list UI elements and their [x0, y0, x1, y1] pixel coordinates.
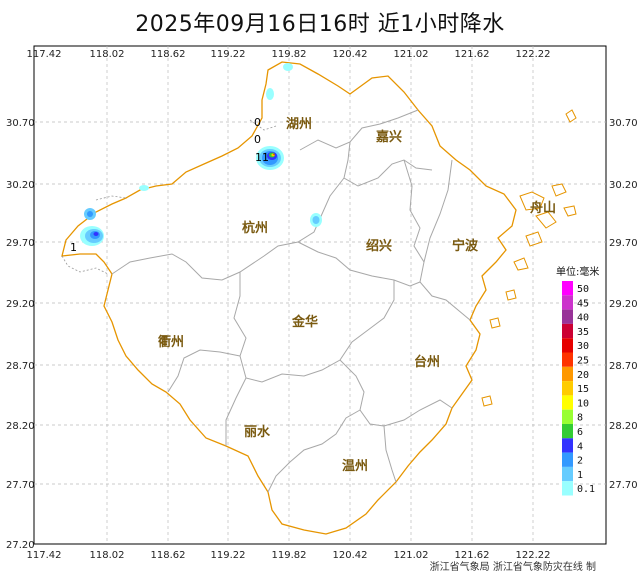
legend-label: 8: [577, 413, 583, 424]
lon-tick-top: 121.62: [455, 49, 490, 60]
lon-tick-bottom: 118.02: [90, 550, 125, 561]
lon-tick-top: 121.02: [394, 49, 429, 60]
legend-label: 1: [577, 470, 583, 481]
legend-swatch: [562, 295, 573, 310]
legend-label: 20: [577, 370, 589, 381]
legend-swatch: [562, 395, 573, 410]
legend-swatch: [562, 409, 573, 424]
city-label-hangzhou: 杭州: [242, 220, 268, 236]
legend-label: 50: [577, 284, 589, 295]
legend-swatch: [562, 352, 573, 367]
station-value: 0: [254, 133, 261, 146]
lat-tick-left: 27.20: [6, 540, 35, 551]
map-frame: [33, 45, 607, 545]
city-label-zhoushan: 舟山: [530, 200, 556, 216]
right-latitude-ticks: 30.70 30.20 29.70 29.20 28.70 28.20 27.7…: [609, 118, 638, 491]
lon-tick-bottom: 119.82: [272, 550, 307, 561]
legend-label: 6: [577, 427, 583, 438]
lon-tick-bottom: 121.62: [455, 550, 490, 561]
legend-label: 0.1: [577, 484, 595, 495]
lon-tick-bottom: 118.62: [151, 550, 186, 561]
legend-label: 30: [577, 341, 589, 352]
map-title: 2025年09月16日16时 近1小时降水: [135, 12, 505, 37]
lon-tick-top: 119.22: [211, 49, 246, 60]
lon-tick-bottom: 122.22: [516, 550, 551, 561]
station-value: 0: [254, 116, 261, 129]
legend-label: 2: [577, 456, 583, 467]
lat-tick-left: 30.20: [6, 180, 35, 191]
lat-tick-right: 28.70: [609, 361, 638, 372]
legend-swatch: [562, 438, 573, 453]
city-label-lishui: 丽水: [244, 424, 271, 440]
legend-swatch: [562, 452, 573, 467]
legend-title: 单位:毫米: [556, 265, 599, 278]
lat-tick-right: 30.20: [609, 180, 638, 191]
lon-tick-top: 122.22: [516, 49, 551, 60]
city-boundaries: [111, 109, 471, 493]
station-value: 11: [255, 151, 269, 164]
graticule: [34, 46, 606, 544]
city-label-taizhou: 台州: [414, 354, 440, 370]
precipitation-areas: [80, 63, 322, 246]
legend-swatch: [562, 281, 573, 296]
lon-tick-top: 118.62: [151, 49, 186, 60]
legend-swatch: [562, 323, 573, 339]
left-latitude-ticks: 30.70 30.20 29.70 29.20 28.70 28.20 27.7…: [6, 118, 35, 551]
city-label-jinhua: 金华: [291, 314, 318, 330]
legend-swatch: [562, 481, 573, 496]
legend-swatch: [562, 381, 573, 396]
city-label-jiaxing: 嘉兴: [375, 129, 402, 145]
lon-tick-bottom: 119.22: [211, 550, 246, 561]
credit-text: 浙江省气象局 浙江省气象防灾在线 制: [429, 562, 596, 573]
legend-label: 35: [577, 327, 589, 338]
lat-tick-left: 29.70: [6, 238, 35, 249]
lat-tick-left: 28.20: [6, 421, 35, 432]
lat-tick-right: 30.70: [609, 118, 638, 129]
legend-label: 25: [577, 356, 589, 367]
legend-label: 15: [577, 384, 589, 395]
bottom-longitude-ticks: 117.42 118.02 118.62 119.22 119.82 120.4…: [27, 550, 551, 561]
city-label-wenzhou: 温州: [342, 459, 368, 474]
lat-tick-right: 28.20: [609, 421, 638, 432]
legend-label: 45: [577, 298, 589, 309]
lat-tick-left: 30.70: [6, 118, 35, 129]
legend-swatch: [562, 424, 573, 439]
legend-swatch: [562, 366, 573, 382]
legend-label: 10: [577, 398, 589, 409]
lat-tick-right: 29.70: [609, 238, 638, 249]
coastal-islands: [481, 109, 577, 407]
city-label-quzhou: 衢州: [158, 334, 184, 350]
lon-tick-bottom: 120.42: [333, 550, 368, 561]
county-boundaries: [61, 119, 277, 275]
lat-tick-left: 27.70: [6, 480, 35, 491]
lon-tick-bottom: 117.42: [27, 550, 62, 561]
city-label-ningbo: 宁波: [452, 238, 479, 254]
province-outline: [61, 61, 517, 535]
lat-tick-left: 29.20: [6, 299, 35, 310]
lon-tick-top: 118.02: [90, 49, 125, 60]
legend-swatch: [562, 309, 573, 324]
legend-swatch: [562, 338, 573, 353]
lon-tick-top: 117.42: [27, 49, 62, 60]
lon-tick-bottom: 121.02: [394, 550, 429, 561]
station-value: 1: [70, 241, 77, 254]
lon-tick-top: 120.42: [333, 49, 368, 60]
lat-tick-right: 27.70: [609, 480, 638, 491]
legend-label: 40: [577, 313, 589, 324]
lat-tick-right: 29.20: [609, 299, 638, 310]
city-label-huzhou: 湖州: [286, 117, 312, 132]
legend-label: 4: [577, 441, 583, 452]
legend-swatch: [562, 466, 573, 482]
top-longitude-ticks: 117.42 118.02 118.62 119.22 119.82 120.4…: [27, 49, 551, 60]
lat-tick-left: 28.70: [6, 361, 35, 372]
precipitation-legend: 单位:毫米 50 45 40 35 30 25 20 15 10 8 6 4 2 1 0.1: [556, 265, 599, 496]
city-label-shaoxing: 绍兴: [366, 238, 392, 254]
lon-tick-top: 119.82: [272, 49, 307, 60]
